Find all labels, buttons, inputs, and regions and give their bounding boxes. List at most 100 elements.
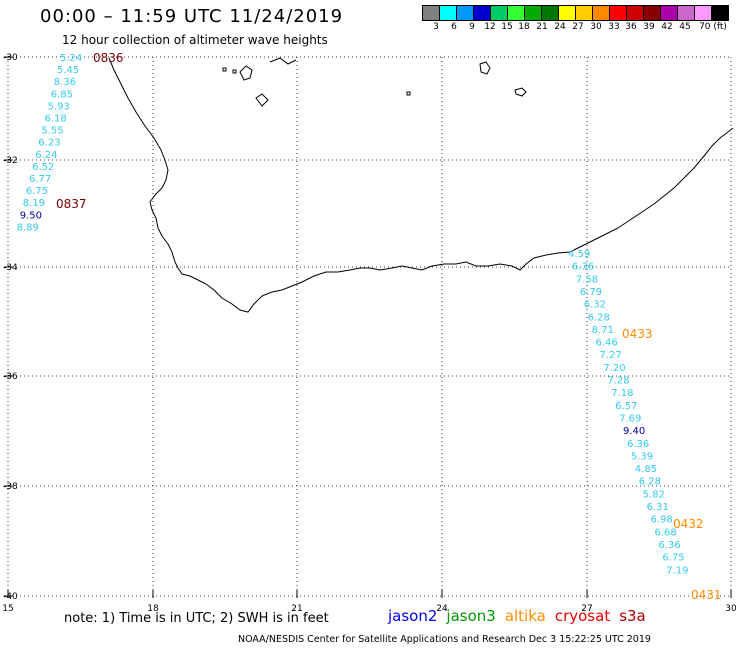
legend-item-s3a: s3a	[619, 607, 646, 625]
lon-tick-label: 27	[581, 604, 592, 614]
wave-height-value: 6.52	[32, 162, 54, 173]
wave-height-value: 5.39	[631, 451, 653, 462]
pass-time-label: 0433	[622, 327, 653, 341]
wave-height-value: 6.32	[584, 300, 606, 311]
inland-speck	[406, 91, 411, 96]
lesotho-outline	[479, 61, 491, 75]
legend-item-jason3: jason3	[446, 607, 496, 625]
credit-line: NOAA/NESDIS Center for Satellite Applica…	[238, 634, 651, 645]
lon-tick-label: 21	[291, 604, 302, 614]
map-subtitle: 12 hour collection of altimeter wave hei…	[62, 33, 328, 47]
lat-tick-label: -34	[3, 263, 18, 273]
inland-speck	[222, 67, 227, 72]
wave-height-value: 9.50	[20, 210, 42, 221]
pass-time-label: 0431	[691, 588, 722, 602]
lat-tick-label: -30	[3, 53, 18, 63]
color-scale-label: 45	[679, 22, 691, 32]
wave-height-value: 7.27	[599, 350, 621, 361]
wave-height-value: 6.75	[26, 186, 48, 197]
wave-height-value: 6.23	[38, 138, 60, 149]
color-scale-label: 30	[590, 22, 602, 32]
wave-height-value: 7.18	[611, 388, 633, 399]
color-scale-label: 21	[536, 22, 548, 32]
inland-border-fragment-2	[255, 93, 269, 107]
wave-height-value: 6.28	[588, 312, 610, 323]
wave-height-value: 6.46	[596, 338, 618, 349]
wave-height-value: 7.58	[576, 274, 598, 285]
lat-tick-label: -32	[3, 156, 18, 166]
pass-time-label: 0432	[673, 517, 704, 531]
inland-speck	[232, 69, 237, 74]
color-scale-label: 3	[433, 22, 439, 32]
wave-height-value: 6.24	[35, 150, 57, 161]
wave-height-value: 8.71	[592, 325, 614, 336]
color-scale-label: 36	[625, 22, 637, 32]
color-scale-label: 15	[501, 22, 513, 32]
wave-height-value: 6.36	[627, 439, 649, 450]
map-title: 00:00 – 11:59 UTC 11/24/2019	[40, 6, 344, 27]
satellite-tracks: 5.245.458.366.855.93 6.185.556.236.246.52…	[17, 51, 722, 602]
wave-height-value: 6.36	[658, 540, 680, 551]
wave-height-value: 6.31	[647, 502, 669, 513]
wave-height-value: 5.93	[48, 101, 70, 112]
color-scale-label: 12	[484, 22, 496, 32]
wave-height-value: 6.85	[51, 89, 73, 100]
wave-height-value: 5.82	[643, 489, 665, 500]
lon-tick-label: 24	[436, 604, 448, 614]
legend-item-cryosat: cryosat	[554, 607, 611, 625]
color-scale-label: 24	[554, 22, 566, 32]
wave-height-value: 5.55	[41, 126, 63, 137]
color-scale-label: 33	[608, 22, 620, 32]
wave-height-value: 6.57	[615, 401, 637, 412]
wave-height-value: 8.36	[54, 77, 76, 88]
wave-height-value: 6.75	[662, 553, 684, 564]
color-scale-label: 42	[661, 22, 673, 32]
wave-height-value: 6.18	[45, 114, 67, 125]
lat-tick-label: -40	[3, 592, 18, 602]
wave-height-value: 6.68	[654, 527, 676, 538]
wave-height-value: 7.69	[619, 413, 641, 424]
wave-height-value: 4.85	[635, 464, 657, 475]
wave-height-value: 7.19	[666, 565, 688, 576]
coastline	[108, 57, 734, 313]
legend-item-altika: altika	[504, 607, 546, 625]
inland-border-fragment-3	[269, 57, 297, 65]
south-africa-coastline	[108, 57, 734, 313]
satellite-legend: jason2 jason3 altika cryosat s3a	[388, 607, 655, 625]
pass-time-label: 0837	[56, 197, 87, 211]
color-scale-label: 27	[572, 22, 584, 32]
wave-height-value: 6.36	[572, 262, 594, 273]
wave-height-value: 5.24	[60, 53, 82, 64]
color-swatch	[711, 5, 729, 21]
color-scale-label: 70 (ft)	[699, 22, 727, 32]
wave-height-value: 8.19	[23, 198, 45, 209]
color-scale-label: 9	[469, 22, 475, 32]
wave-height-value: 6.98	[651, 515, 673, 526]
lon-tick-label: 30	[725, 604, 737, 614]
wave-height-value: 4.59	[568, 249, 590, 260]
wave-height-value: 5.45	[57, 65, 79, 76]
color-scale-label: 18	[518, 22, 530, 32]
wave-height-value: 6.79	[580, 287, 602, 298]
pass-time-label: 0836	[93, 51, 124, 65]
inland-border-fragment	[239, 65, 253, 81]
legend-item-jason2: jason2	[388, 607, 438, 625]
wave-height-value: 9.40	[623, 426, 645, 437]
grid-lines	[7, 56, 732, 597]
color-scale-label: 6	[451, 22, 457, 32]
lon-tick-label: 18	[147, 604, 159, 614]
color-scale-labels: 3 6 9 12 15 18 21 24 27 30 33 36 39 42 45 70 (ft)	[422, 22, 740, 36]
axis-ticks: 15 18 21 24 27 30 -30 -32 -34 -36 -38 -40	[2, 53, 737, 614]
wave-height-value: 7.28	[607, 376, 629, 387]
wave-height-value: 6.28	[639, 477, 661, 488]
eswatini-outline	[514, 87, 527, 97]
color-scale-bar	[422, 5, 729, 21]
wave-height-value: 7.20	[603, 363, 625, 374]
wave-height-value: 8.89	[17, 222, 39, 233]
lat-tick-label: -38	[3, 482, 18, 492]
lat-tick-label: -36	[3, 372, 18, 382]
lon-tick-label: 15	[2, 604, 13, 614]
color-scale-label: 39	[643, 22, 655, 32]
note-text: note: 1) Time is in UTC; 2) SWH is in fe…	[64, 611, 329, 626]
